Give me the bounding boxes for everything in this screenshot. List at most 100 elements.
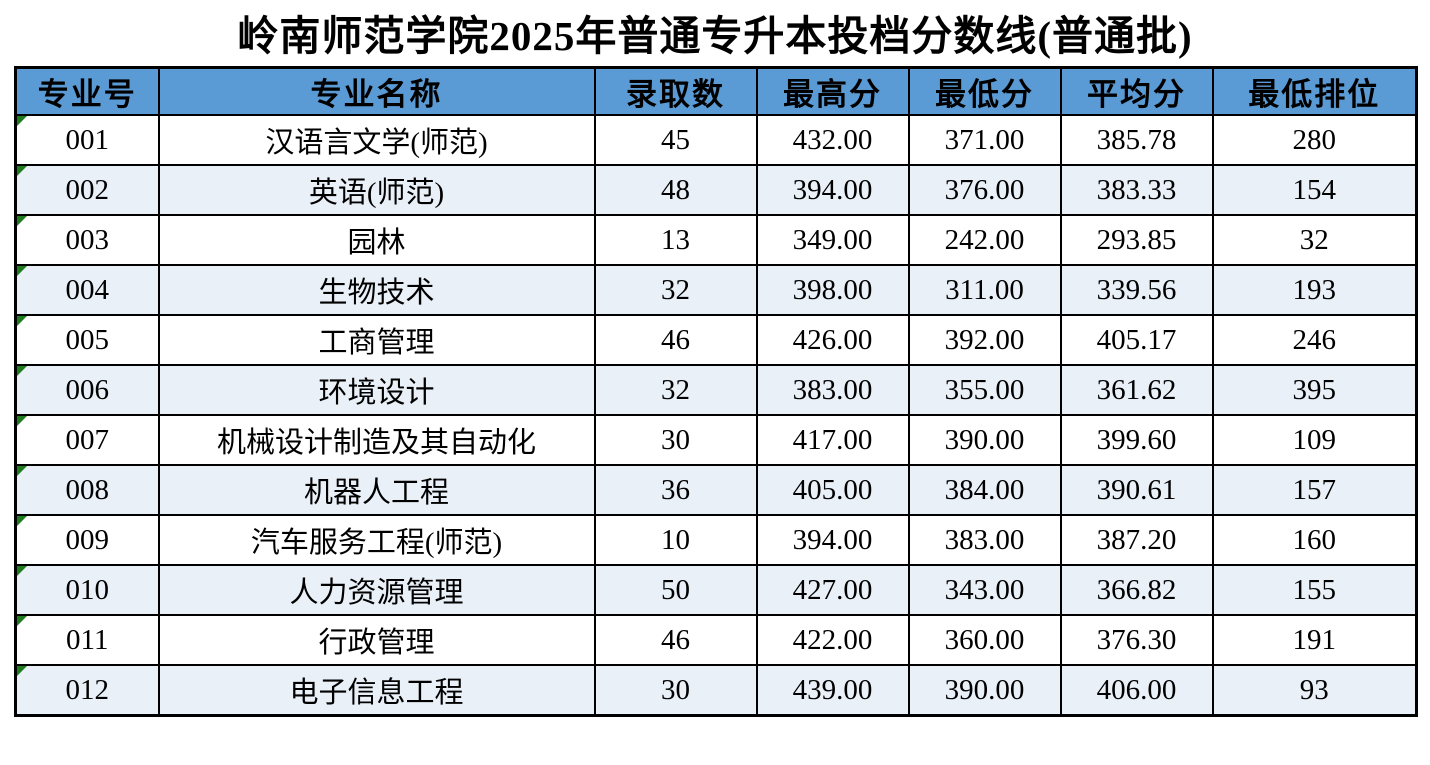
error-indicator-icon [17,367,27,376]
page: 岭南师范学院2025年普通专升本投档分数线(普通批) 专业号 专业名称 录取数 … [14,13,1418,717]
major-id: 012 [65,673,110,706]
error-indicator-icon [17,617,27,626]
admit-count-cell: 46 [593,314,758,366]
major-name-cell: 工商管理 [157,314,596,366]
max-score-cell: 427.00 [755,564,910,616]
min-score-cell: 311.00 [907,264,1062,316]
major-id: 002 [65,173,110,206]
major-id: 011 [66,623,109,656]
min-rank-cell: 157 [1211,464,1418,516]
major-id-cell: 006 [14,364,160,416]
major-name-cell: 汉语言文学(师范) [157,114,596,166]
max-score-cell: 422.00 [755,614,910,666]
table-row: 008 机器人工程 36 405.00 384.00 390.61 157 [14,464,1418,516]
avg-score-cell: 387.20 [1059,514,1214,566]
major-name-cell: 环境设计 [157,364,596,416]
major-id-cell: 008 [14,464,160,516]
max-score-cell: 417.00 [755,414,910,466]
max-score-cell: 394.00 [755,514,910,566]
major-name-cell: 行政管理 [157,614,596,666]
error-indicator-icon [17,117,27,126]
max-score-cell: 383.00 [755,364,910,416]
min-score-cell: 371.00 [907,114,1062,166]
min-score-cell: 343.00 [907,564,1062,616]
table-row: 011 行政管理 46 422.00 360.00 376.30 191 [14,614,1418,666]
table-row: 007 机械设计制造及其自动化 30 417.00 390.00 399.60 … [14,414,1418,466]
table-row: 010 人力资源管理 50 427.00 343.00 366.82 155 [14,564,1418,616]
min-rank-cell: 154 [1211,164,1418,216]
major-id: 004 [65,273,110,306]
avg-score-cell: 405.17 [1059,314,1214,366]
major-id-cell: 011 [14,614,160,666]
major-name-cell: 电子信息工程 [157,664,596,717]
error-indicator-icon [17,517,27,526]
max-score-cell: 394.00 [755,164,910,216]
header-min-score: 最低分 [907,66,1062,116]
error-indicator-icon [17,317,27,326]
error-indicator-icon [17,417,27,426]
min-score-cell: 242.00 [907,214,1062,266]
admit-count-cell: 50 [593,564,758,616]
admit-count-cell: 36 [593,464,758,516]
major-id-cell: 003 [14,214,160,266]
major-id: 003 [65,223,110,256]
table-row: 009 汽车服务工程(师范) 10 394.00 383.00 387.20 1… [14,514,1418,566]
major-name-cell: 机械设计制造及其自动化 [157,414,596,466]
avg-score-cell: 339.56 [1059,264,1214,316]
error-indicator-icon [17,666,27,676]
min-score-cell: 376.00 [907,164,1062,216]
min-score-cell: 360.00 [907,614,1062,666]
min-score-cell: 390.00 [907,664,1062,717]
major-id: 005 [65,323,110,356]
major-id-cell: 012 [14,664,160,717]
header-major-id: 专业号 [14,66,160,116]
min-score-cell: 383.00 [907,514,1062,566]
avg-score-cell: 293.85 [1059,214,1214,266]
error-indicator-icon [17,267,27,276]
major-id-cell: 007 [14,414,160,466]
header-max-score: 最高分 [755,66,910,116]
error-indicator-icon [17,217,27,226]
major-id: 008 [65,473,110,506]
table-row: 006 环境设计 32 383.00 355.00 361.62 395 [14,364,1418,416]
header-avg-score: 平均分 [1059,66,1214,116]
min-score-cell: 392.00 [907,314,1062,366]
major-id-cell: 010 [14,564,160,616]
min-rank-cell: 191 [1211,614,1418,666]
major-id: 001 [65,123,110,156]
admit-count-cell: 30 [593,664,758,717]
header-min-rank: 最低排位 [1211,66,1418,116]
avg-score-cell: 406.00 [1059,664,1214,717]
admit-count-cell: 30 [593,414,758,466]
min-score-cell: 390.00 [907,414,1062,466]
min-score-cell: 355.00 [907,364,1062,416]
major-id: 006 [65,373,110,406]
min-rank-cell: 280 [1211,114,1418,166]
max-score-cell: 405.00 [755,464,910,516]
admit-count-cell: 10 [593,514,758,566]
min-rank-cell: 93 [1211,664,1418,717]
major-name-cell: 汽车服务工程(师范) [157,514,596,566]
error-indicator-icon [17,567,27,576]
min-rank-cell: 160 [1211,514,1418,566]
header-major-name: 专业名称 [157,66,596,116]
major-name-cell: 英语(师范) [157,164,596,216]
admit-count-cell: 32 [593,264,758,316]
major-id: 009 [65,523,110,556]
min-rank-cell: 395 [1211,364,1418,416]
major-id: 007 [65,423,110,456]
avg-score-cell: 390.61 [1059,464,1214,516]
avg-score-cell: 376.30 [1059,614,1214,666]
admit-count-cell: 45 [593,114,758,166]
major-id: 010 [65,573,110,606]
max-score-cell: 439.00 [755,664,910,717]
min-score-cell: 384.00 [907,464,1062,516]
min-rank-cell: 155 [1211,564,1418,616]
admit-count-cell: 48 [593,164,758,216]
admit-count-cell: 32 [593,364,758,416]
error-indicator-icon [17,167,27,176]
major-name-cell: 人力资源管理 [157,564,596,616]
max-score-cell: 398.00 [755,264,910,316]
major-name-cell: 生物技术 [157,264,596,316]
avg-score-cell: 385.78 [1059,114,1214,166]
